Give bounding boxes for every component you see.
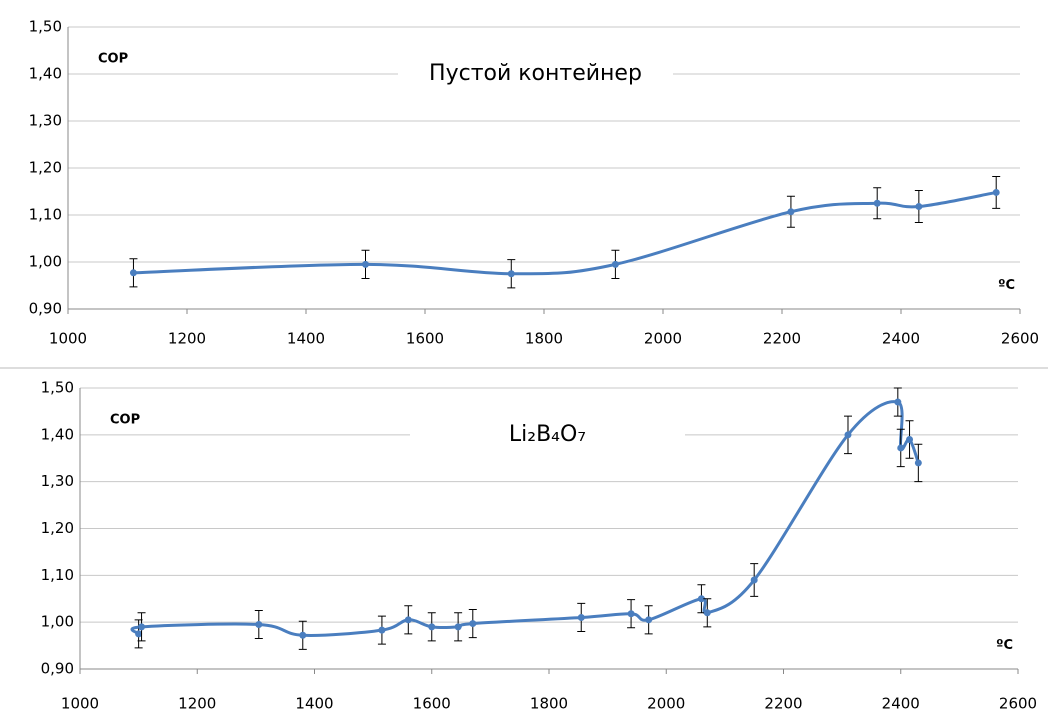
x-tick-label: 2200 — [764, 695, 802, 713]
marker — [914, 459, 922, 467]
x-axis-label: ºC — [996, 638, 1013, 653]
x-tick-label: 2200 — [763, 330, 801, 348]
x-tick-label: 1200 — [168, 330, 206, 348]
x-tick-label: 1000 — [61, 695, 99, 713]
marker — [507, 270, 515, 278]
x-tick-label: 1200 — [178, 695, 216, 713]
marker — [135, 630, 143, 638]
x-tick-label: 2600 — [999, 695, 1037, 713]
x-tick-label: 1600 — [413, 695, 451, 713]
marker — [362, 260, 369, 268]
marker — [844, 431, 852, 439]
y-tick-label: 0,90 — [41, 660, 74, 678]
marker — [469, 620, 477, 628]
y-axis-label: COP — [98, 52, 128, 67]
marker — [697, 595, 705, 603]
y-tick-label: 1,40 — [41, 425, 74, 443]
x-tick-label: 2400 — [882, 330, 920, 348]
marker — [894, 398, 902, 406]
marker — [915, 203, 923, 211]
title-bg — [410, 414, 685, 455]
marker — [897, 444, 905, 452]
y-tick-label: 1,30 — [41, 472, 74, 490]
marker — [577, 613, 585, 621]
marker — [428, 623, 436, 631]
x-tick-label: 1600 — [406, 330, 444, 348]
x-axis-label: ºC — [998, 278, 1015, 293]
y-tick-label: 1,30 — [29, 112, 62, 130]
label-bg — [105, 406, 153, 433]
x-tick-label: 1800 — [525, 330, 563, 348]
y-tick-label: 1,00 — [29, 253, 62, 271]
x-tick-label: 1800 — [530, 695, 568, 713]
x-tick-label: 1400 — [295, 695, 333, 713]
chart-title: Li₂B₄O₇ — [509, 422, 586, 447]
y-axis-label: COP — [110, 412, 140, 427]
marker — [750, 576, 758, 584]
marker — [906, 436, 914, 444]
marker — [129, 269, 137, 277]
marker — [627, 610, 635, 618]
y-tick-label: 1,50 — [41, 379, 74, 397]
x-tick-label: 1400 — [287, 330, 325, 348]
y-tick-label: 1,20 — [41, 519, 74, 537]
y-tick-label: 1,00 — [41, 613, 74, 631]
chart-title: Пустой контейнер — [429, 61, 642, 86]
y-tick-label: 0,90 — [29, 300, 62, 318]
y-tick-label: 1,20 — [29, 159, 62, 177]
marker — [787, 208, 795, 216]
x-tick-label: 2000 — [644, 330, 682, 348]
marker — [454, 623, 462, 631]
marker — [703, 609, 711, 617]
y-tick-label: 1,40 — [29, 65, 62, 83]
marker — [645, 616, 653, 624]
line — [133, 190, 997, 276]
marker — [992, 188, 1000, 196]
x-tick-label: 2400 — [882, 695, 920, 713]
marker — [611, 260, 619, 268]
x-tick-label: 2600 — [1001, 330, 1039, 348]
marker — [255, 621, 263, 629]
marker — [873, 199, 881, 207]
x-tick-label: 1000 — [49, 330, 87, 348]
marker — [378, 626, 386, 634]
marker — [299, 631, 307, 639]
y-tick-label: 1,10 — [29, 206, 62, 224]
x-tick-label: 2000 — [647, 695, 685, 713]
label-bg — [93, 46, 141, 72]
title-bg — [398, 54, 673, 94]
marker — [138, 623, 146, 631]
marker — [404, 616, 412, 624]
y-tick-label: 1,10 — [41, 566, 74, 584]
y-tick-label: 1,50 — [29, 18, 62, 36]
